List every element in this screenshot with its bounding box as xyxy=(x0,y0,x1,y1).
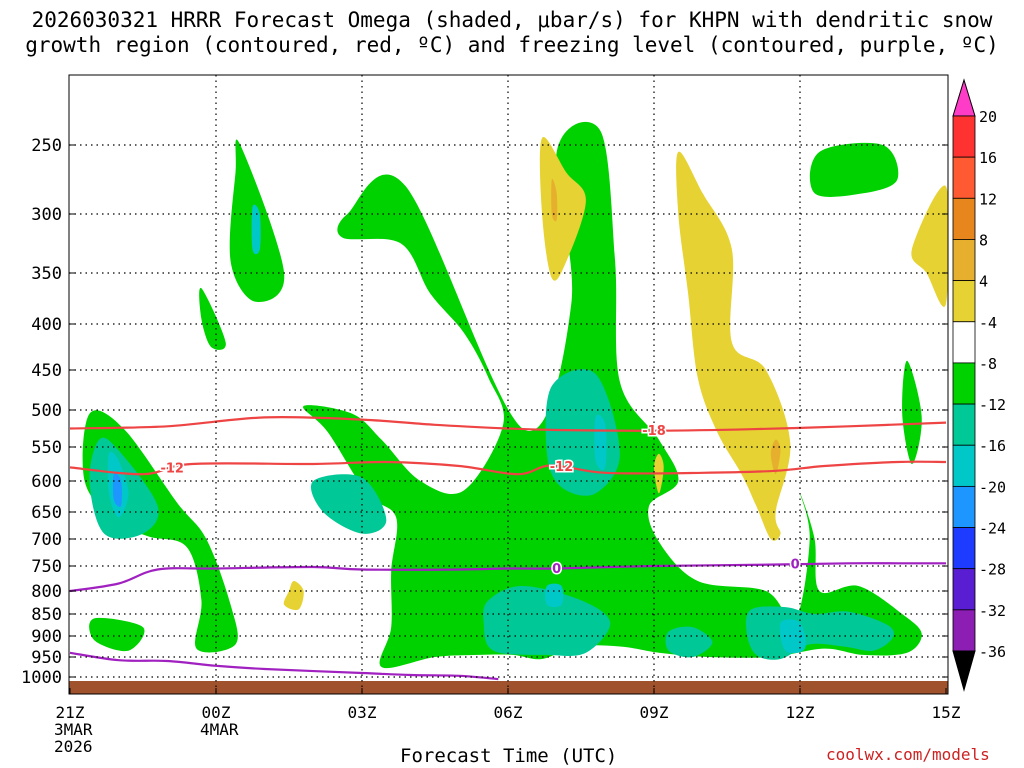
y-tick-label: 350 xyxy=(31,264,62,284)
colorbar-label: -36 xyxy=(979,643,1006,661)
x-tick-label: 2026 xyxy=(54,737,93,756)
x-tick-label: 06Z xyxy=(494,703,523,722)
x-tick-label: 21Z xyxy=(56,703,85,722)
colorbar-swatch xyxy=(952,280,976,323)
colorbar-swatch xyxy=(952,197,976,240)
omega-region--16 xyxy=(545,583,564,608)
colorbar-swatch xyxy=(952,156,976,199)
freezing-level-label: 0 xyxy=(552,562,561,577)
colorbar-label: 12 xyxy=(979,190,997,208)
colorbar-swatch xyxy=(952,321,976,364)
dgz-contour-line xyxy=(69,460,947,476)
omega-region--12 xyxy=(310,474,387,534)
freezing-level-contour-line xyxy=(69,562,946,593)
colorbar-label: -8 xyxy=(979,355,997,373)
colorbar-swatch xyxy=(952,527,976,570)
x-axis-label: Forecast Time (UTC) xyxy=(400,745,618,767)
colorbar-label: -16 xyxy=(979,437,1006,455)
y-tick-label: 800 xyxy=(31,582,62,602)
omega-region--8 xyxy=(199,287,226,350)
y-tick-label: 250 xyxy=(31,136,62,156)
y-tick-label: 750 xyxy=(31,557,62,577)
colorbar-swatch xyxy=(952,609,976,652)
omega-region--16 xyxy=(779,619,806,654)
colorbar-swatch xyxy=(952,239,976,282)
colorbar-swatch xyxy=(952,115,976,158)
colorbar: 20 16 12 8 4 -4 -8 -12 -16 -20 -24 -28 -32 -36 xyxy=(952,78,1006,692)
omega-region--8 xyxy=(89,617,145,652)
colorbar-label: 16 xyxy=(979,149,997,167)
omega-region-8 xyxy=(551,178,558,222)
colorbar-label: -24 xyxy=(979,520,1006,538)
omega-region-4 xyxy=(539,137,586,281)
x-tick-label: 15Z xyxy=(932,703,961,722)
colorbar-swatch xyxy=(952,403,976,446)
omega-region-8 xyxy=(770,439,781,475)
omega-region-4 xyxy=(911,185,948,307)
omega-region--12 xyxy=(483,586,611,656)
colorbar-swatch xyxy=(952,568,976,611)
x-tick-label: 4MAR xyxy=(200,720,239,739)
colorbar-label: 4 xyxy=(979,273,988,291)
colorbar-label: -28 xyxy=(979,561,1006,579)
ground-strip xyxy=(69,681,948,694)
colorbar-swatch xyxy=(952,362,976,405)
omega-region--8 xyxy=(902,360,922,465)
y-tick-label: 550 xyxy=(31,438,62,458)
y-tick-label: 900 xyxy=(31,627,62,647)
plot-area xyxy=(69,121,948,694)
omega-region--8 xyxy=(303,121,922,669)
colorbar-swatch xyxy=(952,444,976,487)
y-tick-label: 950 xyxy=(31,648,62,668)
y-tick-label: 850 xyxy=(31,605,62,625)
omega-region--16 xyxy=(594,414,607,471)
dgz-contour-label: -18 xyxy=(642,424,666,439)
omega-region--12 xyxy=(745,606,894,660)
y-tick-label: 500 xyxy=(31,401,62,421)
x-tick-label: 09Z xyxy=(640,703,669,722)
y-tick-label: 600 xyxy=(31,472,62,492)
x-tick-label: 12Z xyxy=(786,703,815,722)
omega-region--16 xyxy=(251,204,261,255)
colorbar-swatch xyxy=(952,485,976,528)
y-tick-label: 450 xyxy=(31,361,62,381)
colorbar-label: -20 xyxy=(979,478,1006,496)
y-tick-label: 400 xyxy=(31,315,62,335)
colorbar-label: 8 xyxy=(979,231,988,249)
omega-region-4 xyxy=(676,151,791,541)
omega-region--20 xyxy=(112,473,122,507)
chart-title-line-1: 2026030321 HRRR Forecast Omega (shaded, … xyxy=(31,8,993,32)
y-tick-label: 700 xyxy=(31,530,62,550)
colorbar-label: -32 xyxy=(979,602,1006,620)
grid xyxy=(69,75,948,694)
freezing-level-contour-line xyxy=(69,651,499,681)
dgz-contour-label: -12 xyxy=(550,460,574,475)
dgz-contour-label: -12 xyxy=(160,462,184,477)
credit-text[interactable]: coolwx.com/models xyxy=(826,745,990,764)
y-tick-label: 300 xyxy=(31,205,62,225)
colorbar-cap-top xyxy=(952,78,976,117)
chart-title-line-2: growth region (contoured, red, ºC) and f… xyxy=(25,33,999,57)
y-axis: 2503003504004505005506006507007508008509… xyxy=(21,136,948,688)
freezing-level-label: 0 xyxy=(791,558,800,573)
omega-region-4 xyxy=(283,581,304,611)
y-tick-label: 650 xyxy=(31,503,62,523)
colorbar-label: -12 xyxy=(979,396,1006,414)
colorbar-label: -4 xyxy=(979,314,997,332)
x-tick-label: 03Z xyxy=(348,703,377,722)
colorbar-label: 20 xyxy=(979,108,997,126)
x-tick-label: 00Z xyxy=(202,703,231,722)
y-tick-label: 1000 xyxy=(21,668,62,688)
omega-region--8 xyxy=(809,142,899,197)
omega-region--12 xyxy=(665,626,713,658)
colorbar-cap-bottom xyxy=(952,650,976,692)
x-tick-label: 3MAR xyxy=(54,720,93,739)
